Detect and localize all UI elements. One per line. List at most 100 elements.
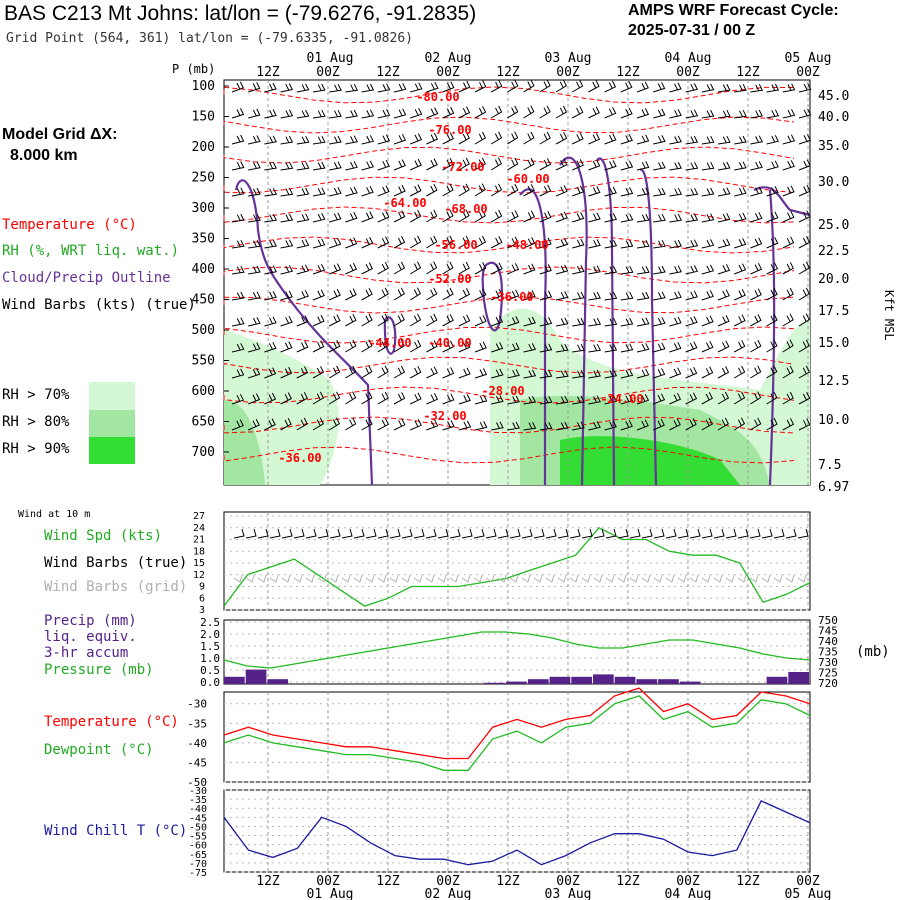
wind-barb-grid [281,574,291,583]
wind-barb [555,158,568,171]
pressure-tick: 735 [818,646,838,659]
wind-barb [798,261,811,275]
wind-barb [507,157,519,171]
bottom-hour-label: 00Z [436,874,460,889]
bottom-date-label: 03 Aug [545,887,592,900]
temperature-contour [223,116,795,134]
wind-barb [555,211,568,223]
wind-barb [798,83,812,93]
wind-barb [539,317,553,327]
grid-point-subtitle: Grid Point (564, 361) lat/lon = (-79.633… [6,31,413,46]
wind-barb [280,392,292,405]
wind-barb [491,395,504,405]
top-hour-label: 00Z [556,65,580,80]
wind-barb [329,109,342,119]
wind-barb-grid [509,574,519,583]
wind-barb-grid [569,574,579,583]
y-tick-label: 100 [192,79,215,94]
wind-barb [409,184,422,197]
wind-barb [782,210,795,223]
rh80-swatch [89,410,135,437]
wind-barb [733,391,746,405]
y-axis-left-title: P (mb) [172,62,215,76]
wind-barb [231,187,245,197]
wind-barb [248,317,261,327]
precip-bar [571,676,592,684]
wind-barb [685,366,698,379]
wind-barb [393,133,407,145]
wind-barb [442,261,454,275]
wind-barb [734,109,747,119]
precip-bar [484,682,506,684]
pressure-tick: 730 [818,656,838,669]
wind-barb [523,237,536,249]
wind-barb [588,159,601,171]
wind-barb [426,132,439,145]
wind-barb [572,421,585,431]
wind-barb [491,289,503,301]
wind-barb-grid [269,574,279,583]
windchill-tick: -60 [189,841,207,852]
top-date-label: 05 Aug [785,51,832,66]
wind-barb [409,366,422,379]
wind-barb [426,366,438,379]
temperature-contour [223,146,795,164]
wind-barb [426,419,439,431]
wind-barb-grid [785,574,795,583]
y-tick-right-label: 30.0 [818,175,849,190]
wind-barb [280,290,293,301]
wind-barb [572,212,585,223]
wind-barb-grid [365,574,375,583]
wind-barb [410,419,422,431]
wind-barb [620,81,633,93]
wind-barb [539,79,551,93]
wind-barb [474,421,488,431]
wind-barb [555,395,569,405]
wind-barb [717,289,730,301]
wind-barb [345,135,358,145]
wind-barb [539,421,553,431]
wind-barbs-grid-label: Wind Barbs (grid) [44,579,188,595]
wind-barb [328,288,341,301]
wind-barb [507,342,520,353]
wind-barb [377,185,390,197]
temperature-tick: -30 [187,698,207,711]
wind-barb [393,313,405,327]
precip-bar [636,679,658,684]
wind-barb [571,132,584,145]
wind-barb-true [461,528,473,539]
wind-barb [361,185,374,197]
wind-barb [701,83,715,93]
wind-barb [231,343,245,353]
wind-barb [458,157,470,171]
wind-barb [329,263,342,275]
wind-barb [782,391,794,405]
rh70-swatch [89,382,135,410]
wind-barb [296,239,310,249]
y-tick-right-label: 40.0 [818,110,849,125]
wind-barb [296,213,310,223]
wind-barb [734,238,747,249]
wind-barb-true [689,528,701,539]
precip-tick: 2.0 [200,628,220,641]
temperature-contour [223,296,795,314]
wind-barb [734,288,746,301]
wind-barb [539,184,552,197]
wind-barb-grid [725,574,735,583]
wind-barb [669,392,682,405]
wind-barb [717,83,731,93]
wind-barb-true [341,528,353,539]
model-grid-value: 8.000 km [10,147,78,164]
wind-barb [345,83,359,93]
wind-barb-true [629,528,641,539]
dewpoint-line [223,695,811,771]
wind-barb [393,287,405,301]
wind-barb [555,185,568,197]
cloud-outline [234,179,374,486]
wind-barb [571,79,584,93]
wind-barb [766,313,778,327]
wind-barb [393,83,407,93]
wind-barb [685,418,697,431]
temperature-contour-label: -76.00 [428,123,471,137]
